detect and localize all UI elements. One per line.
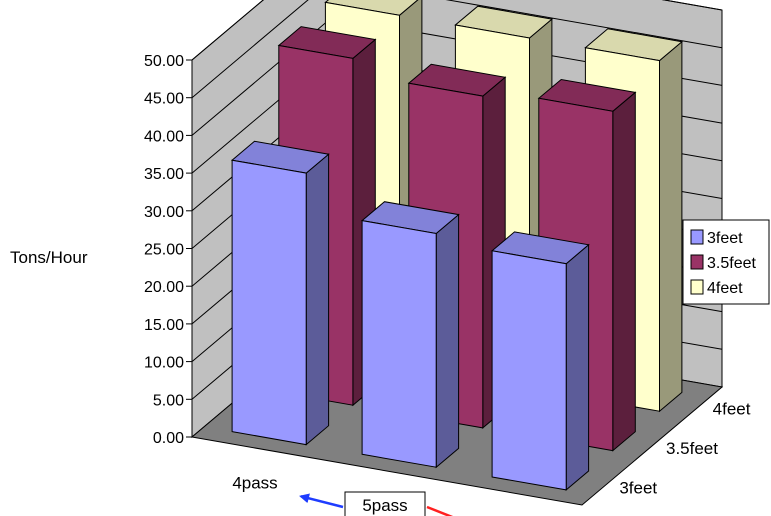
bars bbox=[230, 0, 684, 491]
depth-axis: 3feet 3.5feet 4feet bbox=[619, 400, 750, 498]
y-tick-label: 35.00 bbox=[144, 166, 184, 183]
gridline bbox=[191, 0, 723, 61]
y-tick-label: 50.00 bbox=[144, 53, 184, 70]
arrow-right-icon bbox=[426, 505, 454, 516]
x-axis: 4pass5pass6pass bbox=[232, 473, 454, 516]
legend-swatch bbox=[690, 229, 704, 245]
y-tick-label: 25.00 bbox=[144, 242, 184, 259]
y-tick-label: 20.00 bbox=[144, 279, 184, 296]
depth-category-label: 4feet bbox=[713, 400, 751, 419]
depth-category-label: 3.5feet bbox=[666, 439, 718, 458]
legend-label: 4feet bbox=[707, 280, 743, 297]
y-tick-label: 40.00 bbox=[144, 128, 184, 145]
legend-label: 3feet bbox=[707, 230, 743, 247]
bar-3feet-4pass bbox=[230, 140, 330, 446]
y-axis-title: Tons/Hour bbox=[10, 248, 88, 267]
y-tick-label: 10.00 bbox=[144, 355, 184, 372]
highlight-box bbox=[344, 491, 426, 516]
arrow-left-icon bbox=[299, 493, 344, 509]
y-tick-label: 30.00 bbox=[144, 204, 184, 221]
legend-label: 3.5feet bbox=[707, 255, 756, 272]
depth-category-label: 3feet bbox=[619, 478, 657, 497]
legend-swatch bbox=[690, 279, 704, 295]
y-tick-label: 0.00 bbox=[153, 430, 184, 447]
y-tick-label: 45.00 bbox=[144, 91, 184, 108]
gridline bbox=[191, 0, 723, 99]
bar-3feet-6pass bbox=[490, 231, 590, 491]
x-category-label: 4pass bbox=[232, 473, 277, 492]
y-tick-label: 15.00 bbox=[144, 317, 184, 334]
legend-swatch bbox=[690, 254, 704, 270]
legend: 3feet 3.5feet 4feet bbox=[682, 219, 770, 305]
y-tick-label: 5.00 bbox=[153, 392, 184, 409]
x-category-label: 5pass bbox=[362, 496, 407, 515]
bar-3feet-5pass bbox=[360, 201, 460, 469]
y-axis: 0.00 5.00 10.00 15.00 20.00 25.00 30.00 35.00 40… bbox=[144, 53, 192, 447]
